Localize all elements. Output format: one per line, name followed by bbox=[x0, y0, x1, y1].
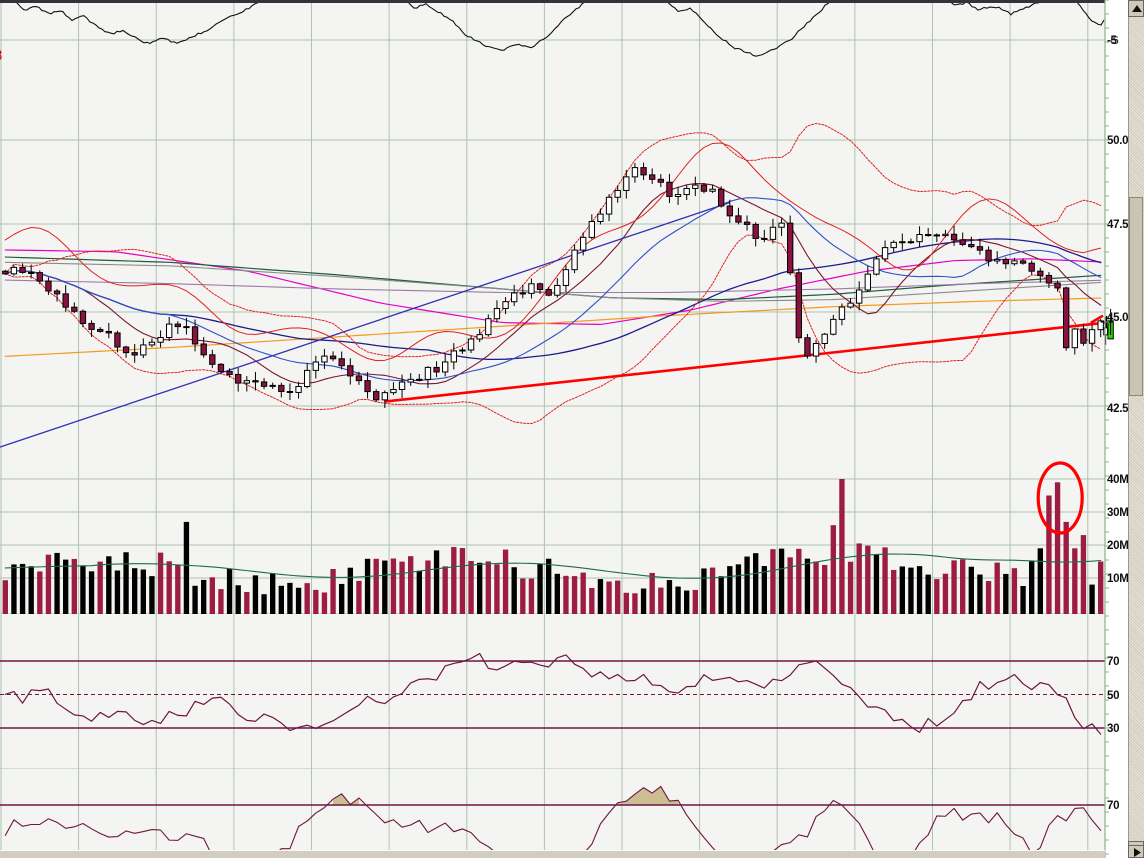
svg-text:8: 8 bbox=[0, 47, 2, 64]
svg-text:50.0: 50.0 bbox=[1107, 135, 1128, 147]
svg-text:70: 70 bbox=[1107, 800, 1119, 812]
svg-text:20M: 20M bbox=[1107, 540, 1128, 552]
svg-text:30M: 30M bbox=[1107, 507, 1128, 519]
svg-text:10M: 10M bbox=[1107, 573, 1128, 585]
svg-text:47.5: 47.5 bbox=[1107, 219, 1129, 231]
svg-text:30: 30 bbox=[1107, 723, 1119, 735]
svg-text:-5: -5 bbox=[1107, 35, 1118, 47]
svg-text:45.0: 45.0 bbox=[1107, 312, 1128, 324]
svg-text:42.5: 42.5 bbox=[1107, 403, 1129, 415]
svg-text:40M: 40M bbox=[1107, 474, 1128, 486]
